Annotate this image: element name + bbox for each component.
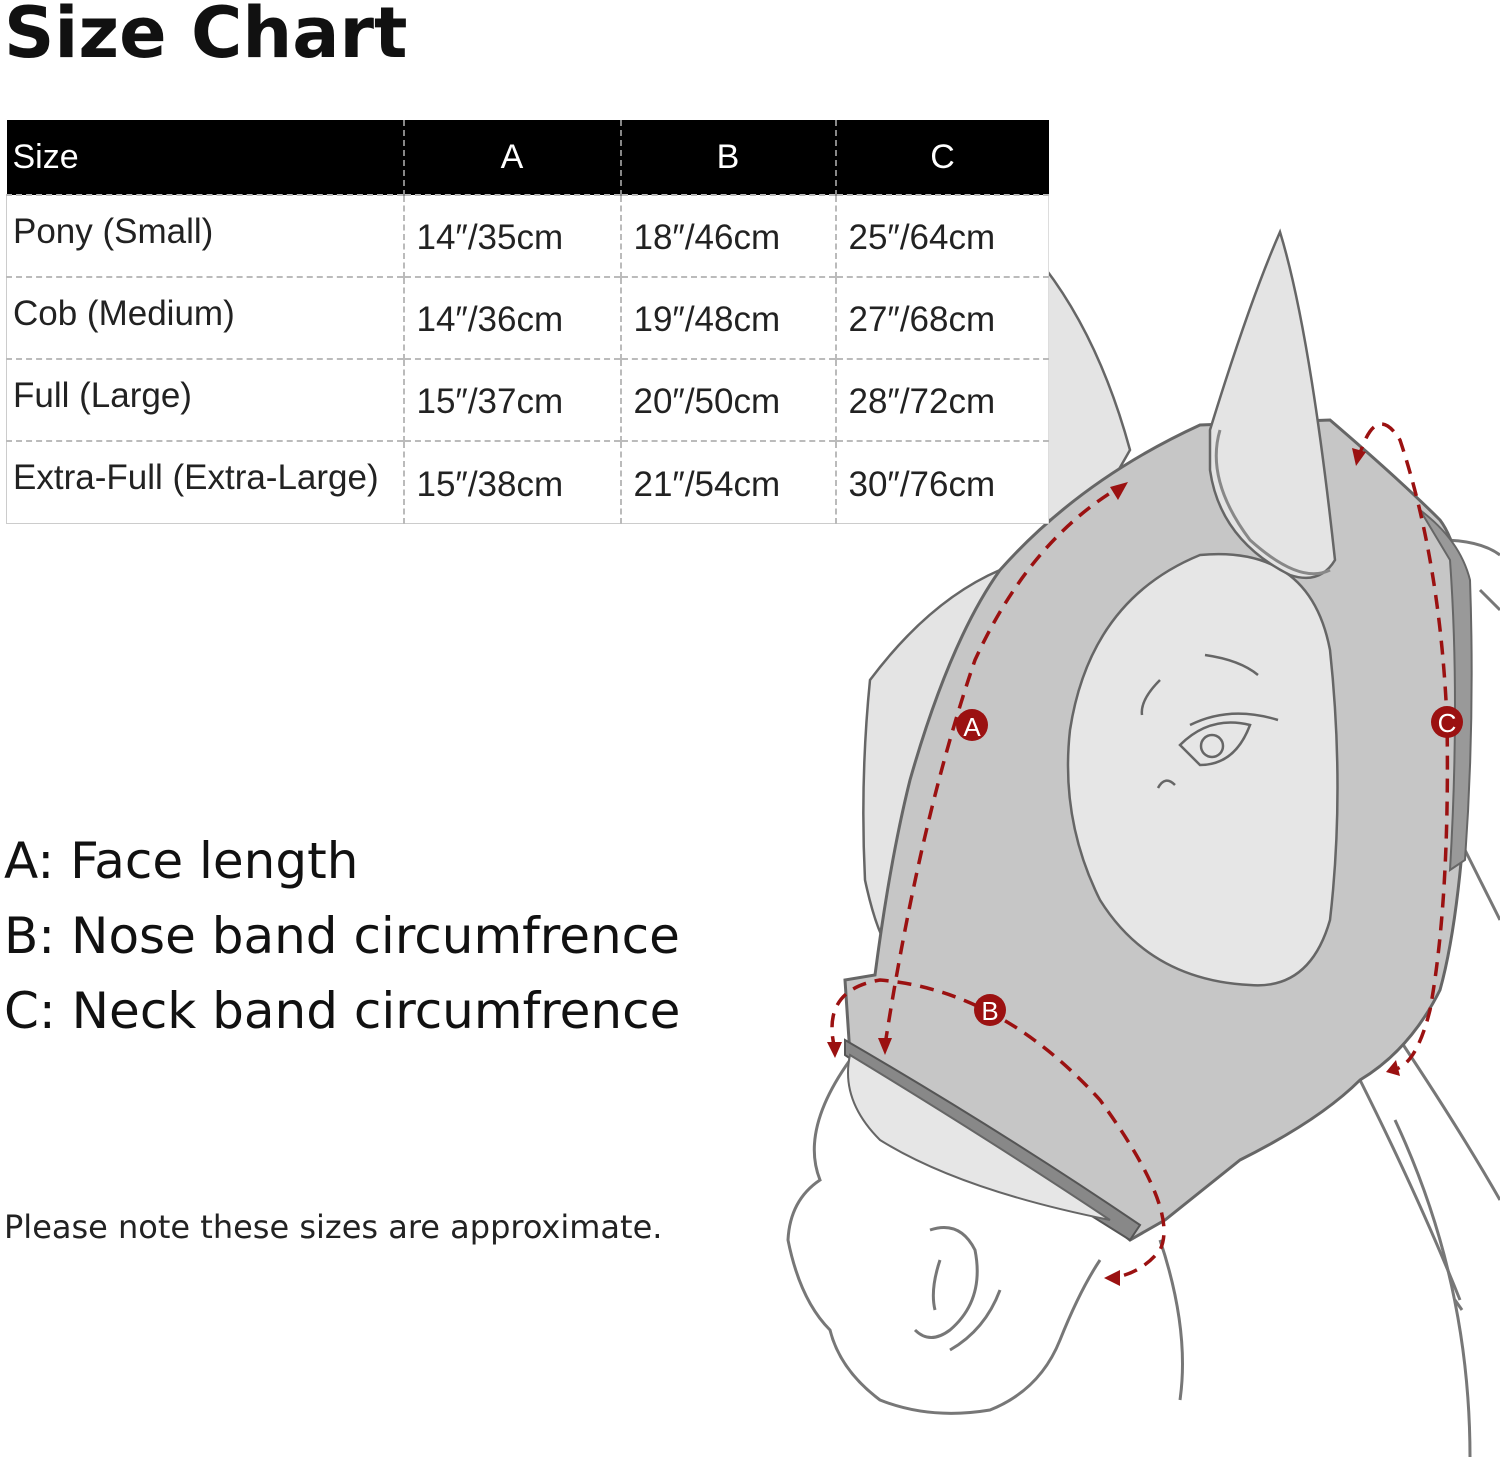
table-row: Extra-Full (Extra-Large) 15″/38cm 21″/54… [6,440,1049,524]
size-table: Size A B C Pony (Small) 14″/35cm 18″/46c… [6,120,1049,524]
approximate-note: Please note these sizes are approximate. [4,1208,663,1246]
c-cell: 25″/64cm [834,194,1049,277]
muzzle-opening [847,1053,1111,1221]
svg-text:C: C [1438,708,1457,738]
svg-text:A: A [963,712,981,742]
a-cell: 14″/36cm [402,276,621,359]
nose-band-line [830,978,1166,1280]
table-row: Pony (Small) 14″/35cm 18″/46cm 25″/64cm [6,194,1049,277]
size-cell: Cob (Medium) [6,276,404,359]
c-cell: 28″/72cm [834,358,1049,441]
marker-a: A [956,709,988,742]
legend-nose-band: B: Nose band circumfrence [4,907,680,965]
face-length-line [883,485,1121,1046]
near-ear [1208,228,1337,580]
b-cell: 19″/48cm [619,276,836,359]
header-a: A [402,120,621,195]
table-row: Full (Large) 15″/37cm 20″/50cm 28″/72cm [6,358,1049,441]
marker-b: B [974,994,1006,1026]
a-cell: 15″/38cm [402,440,621,524]
eye-opening [1066,552,1339,987]
arrowheads [827,448,1400,1286]
eye-icon [1140,653,1279,789]
mask-side-strip [1419,509,1473,872]
table-header-row: Size A B C [6,120,1049,195]
a-cell: 15″/37cm [402,358,621,441]
legend-neck-band: C: Neck band circumfrence [4,982,681,1040]
header-c: C [834,120,1049,195]
svg-text:B: B [981,996,998,1026]
c-cell: 27″/68cm [834,276,1049,359]
marker-c: C [1431,706,1463,738]
c-cell: 30″/76cm [834,440,1049,524]
header-size: Size [6,120,404,195]
b-cell: 18″/46cm [619,194,836,277]
page-title: Size Chart [4,0,408,74]
a-cell: 14″/35cm [402,194,621,277]
horse-outline [786,538,1500,1457]
header-b: B [619,120,836,195]
size-cell: Extra-Full (Extra-Large) [6,440,404,524]
legend-face-length: A: Face length [4,832,359,890]
size-cell: Pony (Small) [6,194,404,277]
b-cell: 21″/54cm [619,440,836,524]
size-cell: Full (Large) [6,358,404,441]
b-cell: 20″/50cm [619,358,836,441]
table-row: Cob (Medium) 14″/36cm 19″/48cm 27″/68cm [6,276,1049,359]
